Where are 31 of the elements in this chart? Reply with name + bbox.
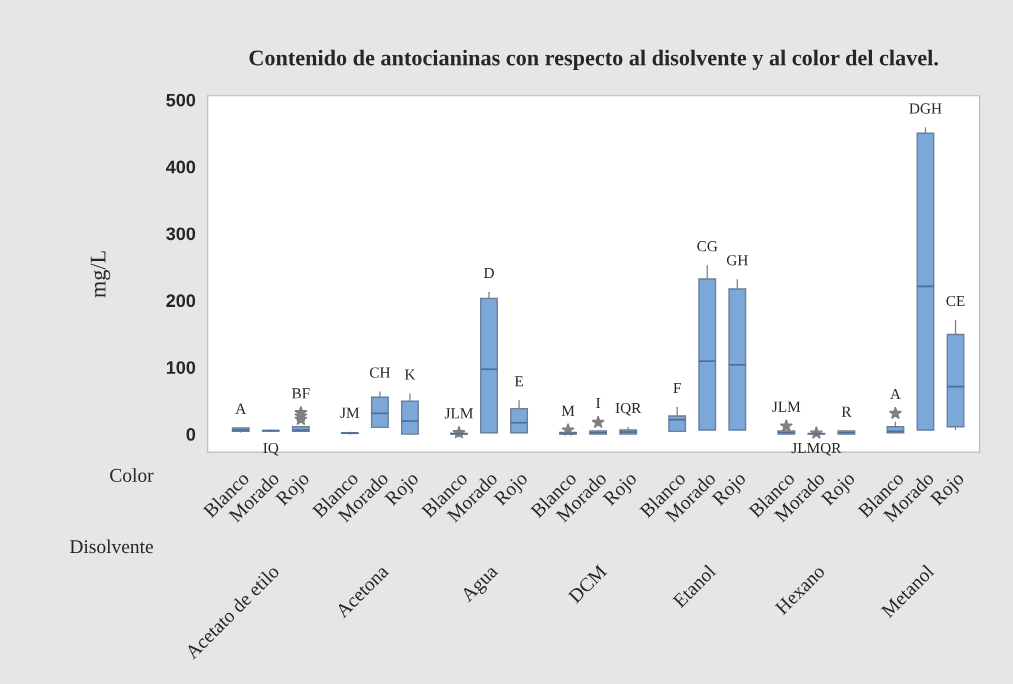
text: JM	[340, 407, 360, 418]
y-tick-label: 500	[166, 93, 196, 107]
text: D	[483, 267, 494, 278]
text: I	[596, 398, 601, 409]
text: M	[561, 405, 575, 416]
y-tick-label: 400	[166, 160, 196, 174]
y-axis-title: mg/L	[90, 251, 111, 298]
text: CE	[946, 295, 965, 307]
text: GH	[726, 255, 748, 266]
text: DGH	[909, 103, 942, 114]
text: JLM	[444, 408, 473, 419]
text: K	[404, 369, 416, 380]
text: Disolvente	[69, 539, 153, 554]
text: IQ	[263, 442, 279, 456]
text: E	[514, 376, 523, 387]
y-tick-label: 200	[166, 294, 196, 308]
text: R	[841, 406, 852, 417]
text: CG	[697, 241, 718, 252]
text: BF	[291, 388, 310, 399]
text: A	[235, 403, 247, 414]
text: A	[890, 388, 901, 399]
text: F	[673, 382, 681, 393]
chart-title: Contenido de antocianinas con respecto al disolvente y al color del clavel.	[249, 49, 938, 70]
text: Color	[110, 468, 154, 482]
text: JLM	[772, 401, 801, 412]
text: CH	[369, 367, 391, 378]
y-tick-label: 300	[166, 227, 196, 241]
text: IQR	[615, 402, 642, 416]
y-tick-label: 0	[186, 428, 196, 441]
text: JLMQR	[791, 442, 842, 456]
y-tick-label: 100	[166, 361, 196, 374]
